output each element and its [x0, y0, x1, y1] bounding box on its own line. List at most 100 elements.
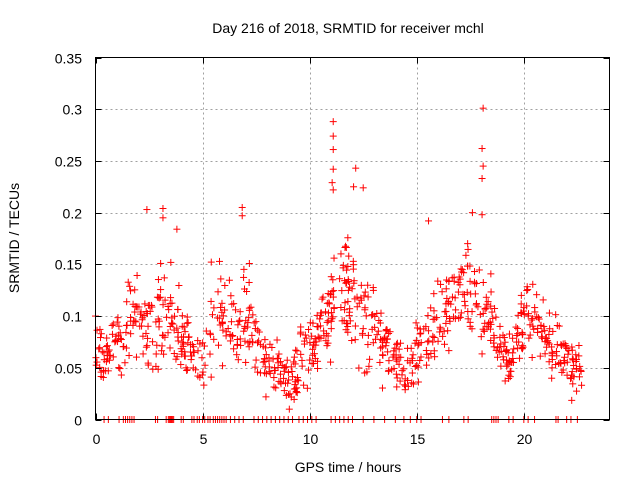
- data-point: [400, 381, 408, 389]
- data-point: [283, 356, 291, 364]
- data-point: [142, 343, 150, 351]
- data-point: [103, 342, 111, 350]
- data-point: [344, 328, 352, 336]
- data-point: [329, 276, 337, 284]
- data-point: [449, 313, 457, 321]
- data-point: [568, 346, 576, 354]
- data-point: [541, 350, 549, 358]
- data-point: [466, 277, 474, 285]
- data-point: [414, 378, 422, 386]
- data-point: [552, 311, 560, 319]
- data-point: [271, 364, 279, 372]
- data-point: [463, 288, 471, 296]
- data-point: [324, 339, 332, 347]
- data-point: [417, 329, 425, 337]
- data-point: [132, 353, 140, 361]
- data-point: [235, 317, 243, 325]
- data-point: [252, 356, 260, 364]
- data-point: [280, 387, 288, 395]
- data-point: [518, 331, 526, 339]
- data-point: [556, 359, 564, 367]
- data-point: [208, 311, 216, 319]
- data-point: [475, 266, 483, 274]
- data-point: [286, 390, 294, 398]
- data-point: [416, 357, 424, 365]
- data-point: [254, 368, 262, 376]
- data-point: [337, 250, 345, 258]
- data-point: [298, 356, 306, 364]
- data-point: [194, 372, 202, 380]
- data-point: [345, 252, 353, 260]
- data-point: [479, 104, 487, 112]
- data-point: [178, 312, 186, 320]
- data-point: [297, 350, 305, 358]
- data-point: [563, 344, 571, 352]
- data-point: [548, 364, 556, 372]
- data-point: [329, 118, 337, 126]
- data-point: [433, 314, 441, 322]
- data-point: [491, 304, 499, 312]
- data-point: [364, 281, 372, 289]
- data-point: [385, 357, 393, 365]
- data-point: [350, 183, 358, 191]
- data-point: [215, 341, 223, 349]
- data-point: [109, 353, 117, 361]
- data-point: [157, 259, 165, 267]
- data-point: [351, 336, 359, 344]
- x-tick-label: 0: [93, 431, 101, 447]
- data-point: [336, 275, 344, 283]
- data-point: [219, 326, 227, 334]
- data-point: [477, 333, 485, 341]
- data-point: [526, 331, 534, 339]
- data-point: [305, 366, 313, 374]
- data-point: [480, 327, 488, 335]
- data-point: [525, 334, 533, 342]
- data-point: [344, 276, 352, 284]
- data-point: [531, 308, 539, 316]
- data-point: [199, 368, 207, 376]
- data-point: [324, 332, 332, 340]
- data-point: [555, 322, 563, 330]
- data-point: [568, 355, 576, 363]
- data-point: [536, 352, 544, 360]
- data-point: [444, 327, 452, 335]
- data-point: [361, 288, 369, 296]
- data-point: [100, 349, 108, 357]
- data-point: [374, 327, 382, 335]
- data-point: [576, 362, 584, 370]
- data-point: [148, 303, 156, 311]
- data-point: [97, 368, 105, 376]
- data-point: [330, 287, 338, 295]
- data-point: [158, 347, 166, 355]
- data-point: [149, 338, 157, 346]
- data-point: [108, 330, 116, 338]
- data-point: [225, 276, 233, 284]
- data-point: [373, 331, 381, 339]
- data-point: [125, 352, 133, 360]
- data-point: [309, 345, 317, 353]
- data-point: [382, 326, 390, 334]
- data-point: [343, 266, 351, 274]
- x-tick-labels: 0 5 10 15 20: [93, 431, 533, 447]
- data-point: [553, 322, 561, 329]
- data-point: [517, 291, 525, 299]
- data-point: [408, 369, 416, 377]
- data-point: [545, 340, 553, 348]
- data-point: [300, 381, 308, 389]
- data-point: [116, 365, 124, 373]
- data-point: [516, 354, 524, 362]
- data-point: [293, 389, 301, 397]
- data-point: [361, 304, 369, 312]
- y-tick-labels: 0 0.05 0.1 0.15 0.2 0.25 0.3 0.35: [55, 51, 82, 429]
- data-point: [515, 338, 523, 346]
- data-point: [349, 257, 357, 265]
- data-point: [287, 363, 295, 371]
- data-point: [262, 370, 270, 378]
- data-point: [93, 326, 101, 334]
- data-point: [170, 312, 178, 320]
- data-point: [270, 383, 278, 391]
- data-point: [177, 361, 185, 369]
- data-point: [318, 295, 326, 303]
- data-point: [442, 319, 450, 327]
- data-point: [236, 308, 244, 316]
